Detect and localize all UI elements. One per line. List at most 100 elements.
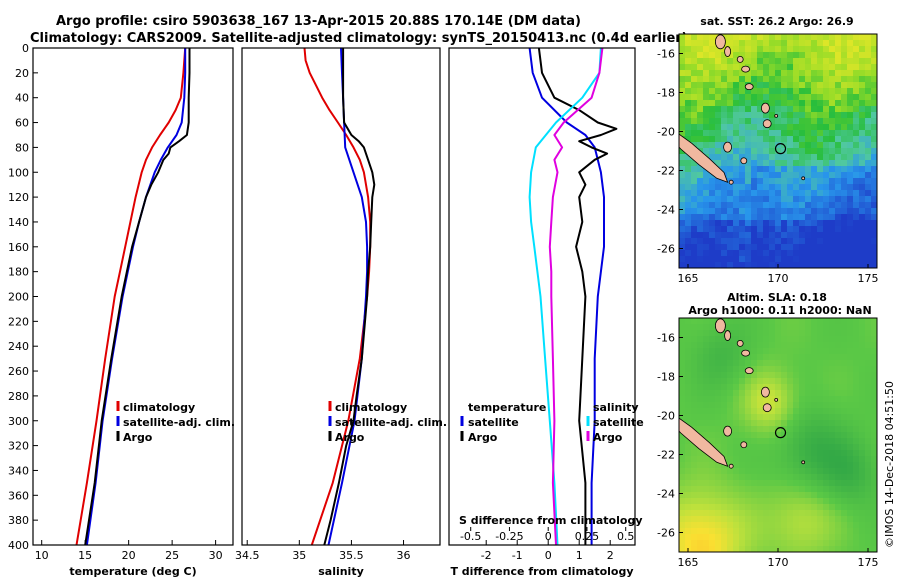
sst-cell [751,172,758,179]
sst-cell [865,100,872,107]
sla-cell [733,372,740,379]
sla-cell [841,438,848,445]
sal-argo-line [323,48,376,545]
sst-cell [709,112,716,119]
sst-cell [769,172,776,179]
sst-cell [763,52,770,59]
sst-cell [769,184,776,191]
sst-cell [853,34,860,41]
sst-cell [835,142,842,149]
sla-cell [841,348,848,355]
sla-cell [751,336,758,343]
sst-cell [775,256,782,263]
sst-cell [817,58,824,65]
island-land [762,119,772,129]
sla-cell [685,498,692,505]
sst-cell [769,220,776,227]
sla-cell [691,414,698,421]
sla-cell [691,504,698,511]
sst-cell [697,184,704,191]
sal-climatology-line [303,48,372,545]
sla-cell [745,456,752,463]
sst-cell [751,46,758,53]
sst-cell [679,94,686,101]
sst-cell [751,238,758,245]
sst-cell [757,262,764,268]
sla-cell [709,360,716,367]
sla-cell [781,480,788,487]
sla-cell [793,318,800,325]
sst-cell [781,46,788,53]
sst-cell [691,220,698,227]
sla-cell [871,354,877,361]
sla-cell [811,450,818,457]
sla-cell [787,318,794,325]
sla-cell [793,372,800,379]
sst-cell [781,130,788,137]
sst-cell [697,244,704,251]
sla-cell [739,534,746,541]
sla-cell [841,378,848,385]
sst-cell [697,256,704,263]
sst-cell [805,76,812,83]
sst-cell [685,160,692,167]
sla-cell [865,342,872,349]
sst-cell [685,82,692,89]
sla-cell [769,504,776,511]
sst-cell [751,130,758,137]
sla-cell [805,366,812,373]
sla-cell [823,546,830,552]
sst-cell [691,190,698,197]
sst-cell [739,184,746,191]
sla-cell [751,522,758,529]
sla-cell [757,474,764,481]
sla-cell [775,474,782,481]
sla-cell [733,492,740,499]
sst-cell [859,46,866,53]
sst-cell [703,106,710,113]
sst-cell [823,262,830,268]
sst-cell [829,40,836,47]
sst-cell [847,70,854,77]
sst-cell [823,184,830,191]
sst-cell [865,220,872,227]
sst-cell [817,94,824,101]
sst-cell [763,238,770,245]
sla-cell [709,330,716,337]
sla-cell [805,498,812,505]
sla-cell [793,462,800,469]
sst-cell [739,70,746,77]
sla-cell [697,402,704,409]
sst-cell [679,52,686,59]
sla-cell [727,360,734,367]
sst-cell [811,154,818,161]
sla-cell [685,366,692,373]
sla-cell [769,354,776,361]
sla-cell [745,342,752,349]
sst-cell [679,82,686,89]
sst-cell [739,208,746,215]
sst-cell [691,184,698,191]
sla-cell [871,468,877,475]
sla-cell [805,426,812,433]
sla-cell [733,462,740,469]
sst-cell [685,58,692,65]
sla-cell [805,474,812,481]
sst-cell [739,220,746,227]
sst-cell [715,154,722,161]
sla-cell [853,384,860,391]
sst-cell [775,130,782,137]
sla-cell [799,462,806,469]
sla-cell [835,426,842,433]
sla-cell [835,450,842,457]
sst-cell [715,112,722,119]
sst-cell [811,136,818,143]
sla-cell [859,540,866,547]
sst-cell [823,112,830,119]
sla-cell [835,360,842,367]
sst-cell [865,202,872,209]
island-land [723,425,732,437]
sla-cell [805,444,812,451]
sla-cell [685,390,692,397]
sla-cell [679,348,686,355]
